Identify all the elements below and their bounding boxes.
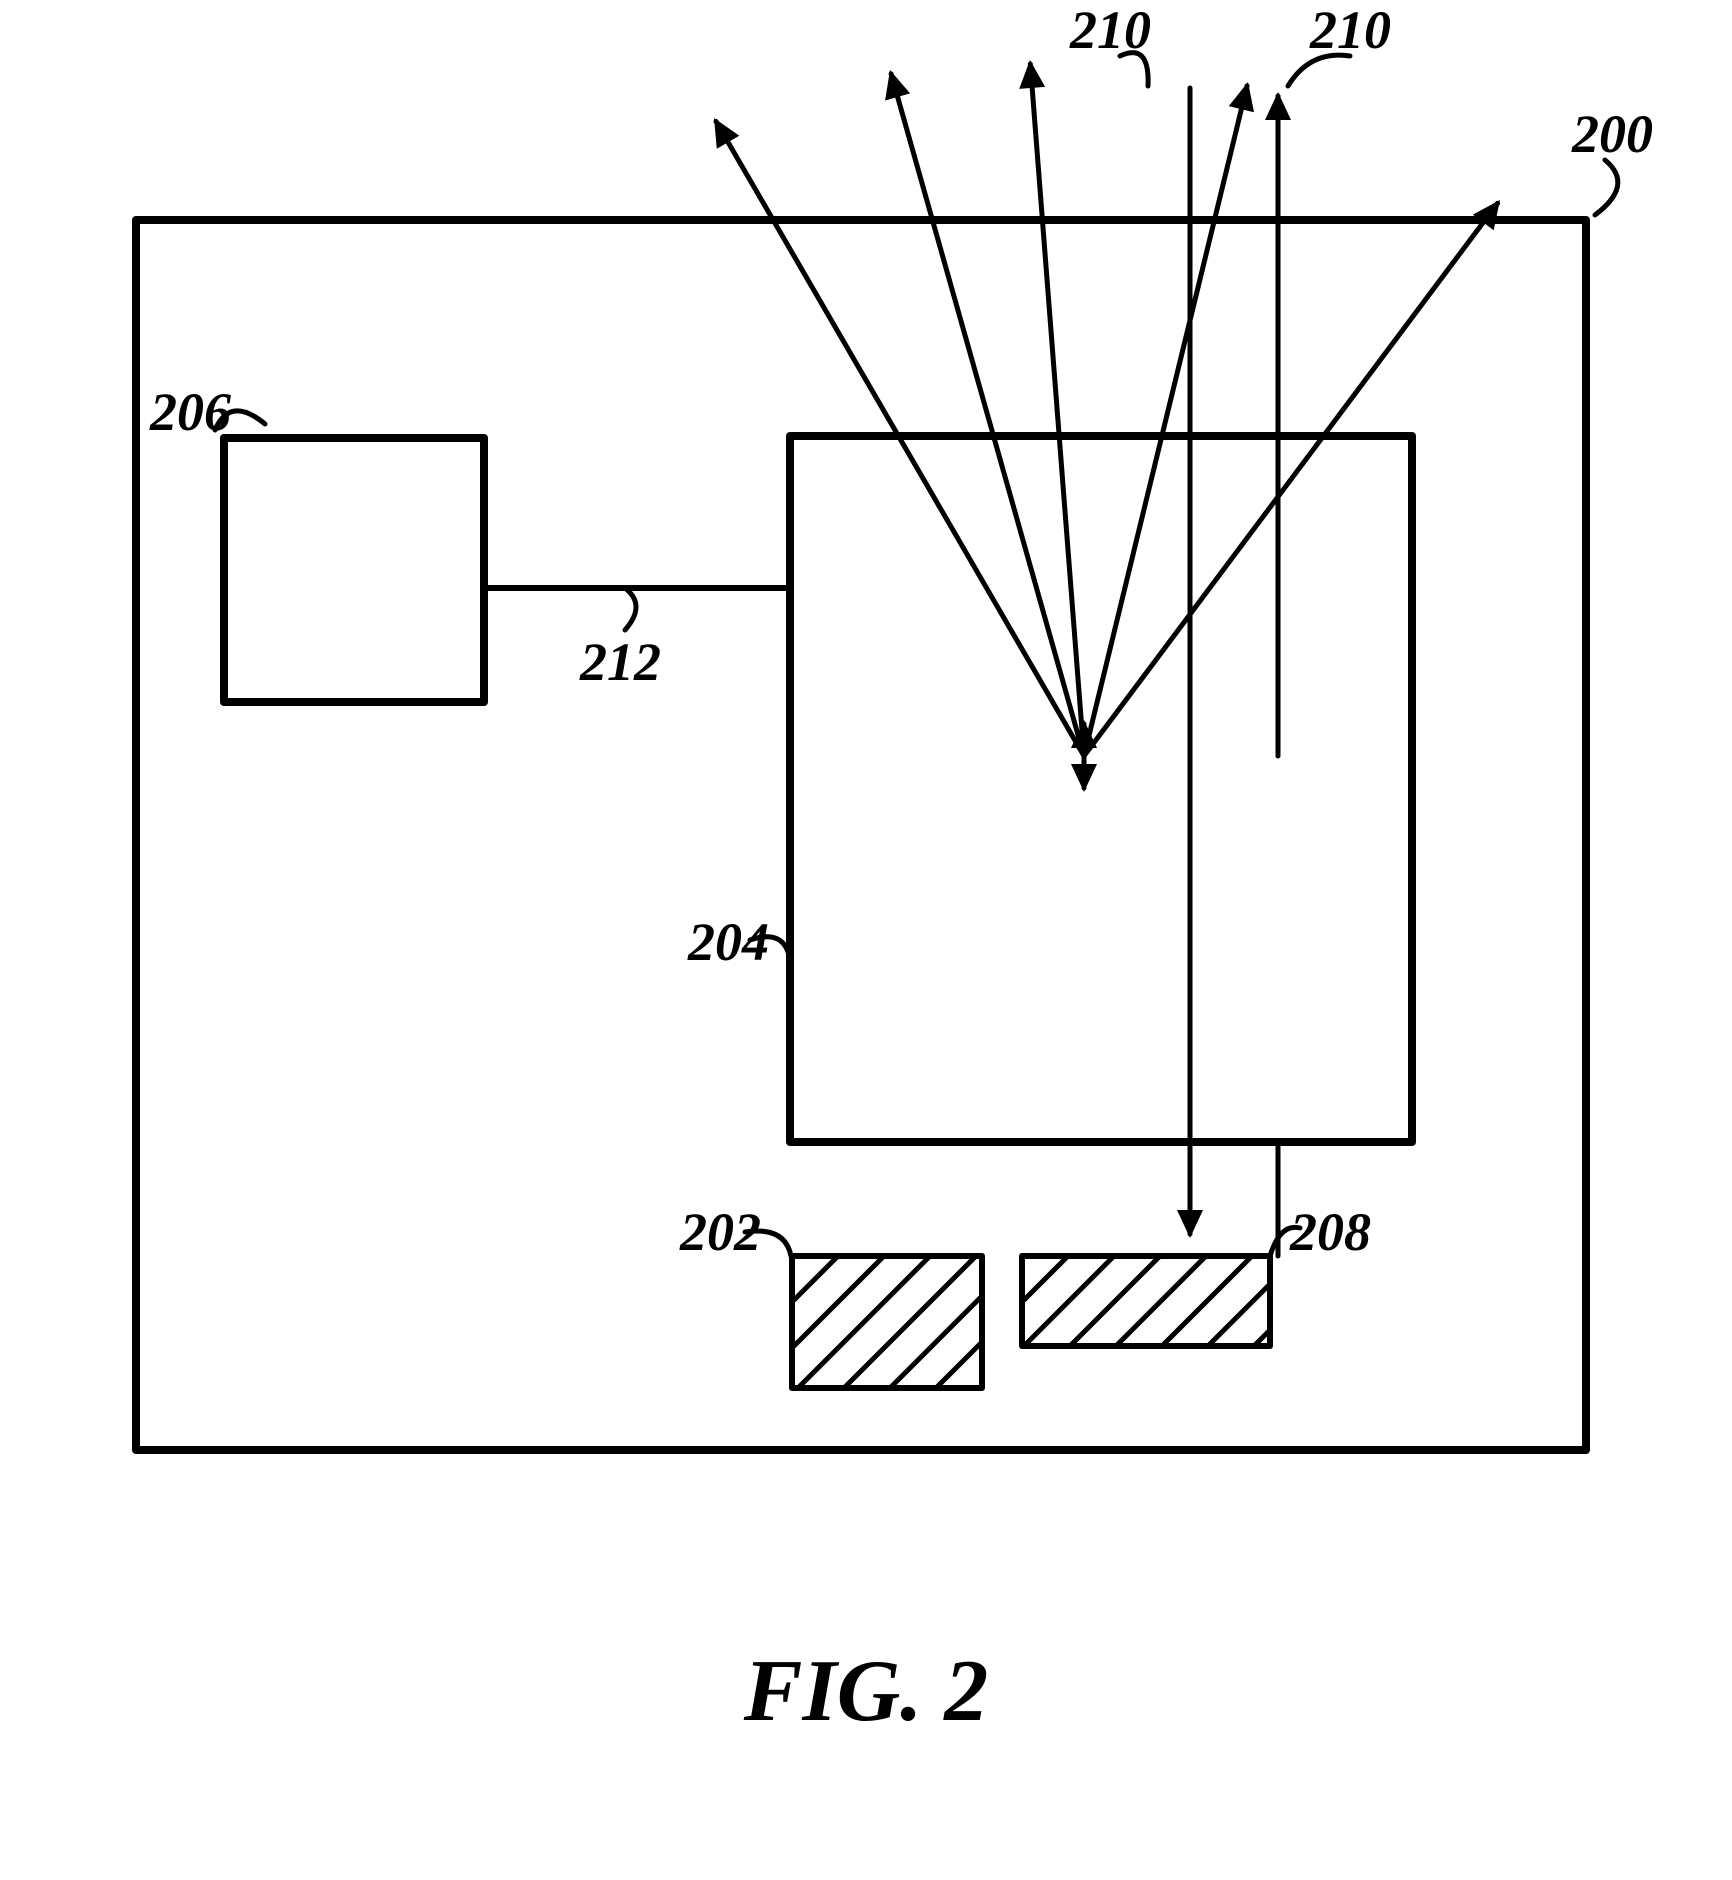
svg-text:202: 202: [679, 1202, 761, 1262]
patent-figure-2: 200 202 204 206 208 212 210 210 FIG. 2: [0, 0, 1732, 1880]
svg-text:208: 208: [1289, 1202, 1371, 1262]
svg-text:FIG. 2: FIG. 2: [743, 1643, 989, 1740]
svg-text:210: 210: [1069, 0, 1151, 60]
svg-text:204: 204: [687, 912, 769, 972]
svg-text:200: 200: [1571, 104, 1653, 164]
svg-text:206: 206: [149, 382, 231, 442]
svg-text:212: 212: [579, 632, 661, 692]
svg-text:210: 210: [1309, 0, 1391, 60]
